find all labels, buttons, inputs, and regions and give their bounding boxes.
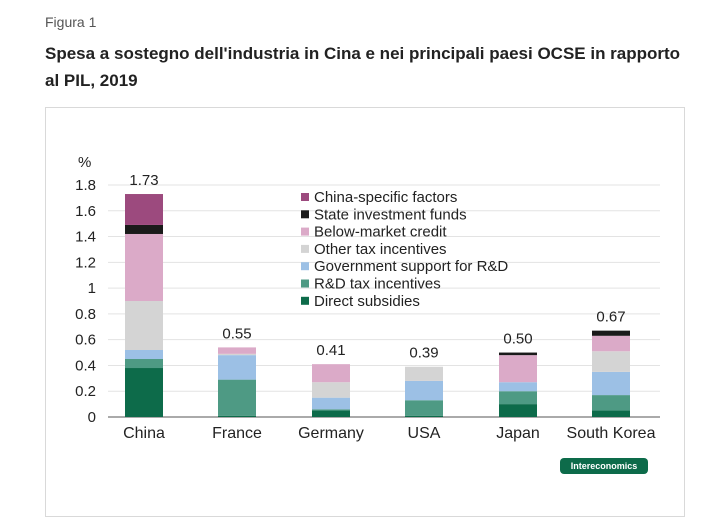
category-label: South Korea (567, 425, 656, 442)
legend-swatch (301, 296, 309, 305)
legend-swatch (301, 193, 309, 201)
category-labels: China France Germany USA Japan South Korea (123, 425, 655, 442)
y-tick-label: 0.6 (75, 332, 96, 349)
y-tick-label: 1.2 (75, 254, 96, 271)
bar-segment (125, 233, 163, 301)
category-label: France (212, 425, 262, 442)
bar-segment (405, 400, 443, 416)
bar-segment (592, 351, 630, 372)
legend-swatch (301, 244, 309, 253)
y-tick-label: 0.2 (75, 383, 96, 400)
bar-segment (218, 379, 256, 416)
bar-segment (125, 224, 163, 234)
grid-lines (108, 184, 660, 418)
legend-swatch (301, 210, 309, 219)
bars (125, 194, 630, 417)
bar-segment (312, 410, 350, 417)
y-axis: 0 0.2 0.4 0.6 0.8 1 1.2 1.4 1.6 1.8% (75, 154, 96, 426)
bar-segment (592, 335, 630, 352)
y-tick-label: 1.8 (75, 177, 96, 194)
legend-label: China-specific factors (314, 189, 457, 206)
legend-label: Below-market credit (314, 224, 447, 241)
y-tick-label: 1 (88, 280, 96, 297)
legend-label: State investment funds (314, 206, 467, 223)
y-unit-label: % (78, 154, 91, 171)
bar-segment (499, 404, 537, 417)
bar-segment (218, 355, 256, 380)
category-label: Germany (298, 425, 364, 442)
bar-segment (218, 347, 256, 354)
bar-segment (312, 364, 350, 383)
bar-segment (592, 371, 630, 396)
y-tick-label: 0 (88, 409, 96, 426)
total-label: 1.73 (129, 172, 158, 189)
bar-segment (218, 353, 256, 356)
bar-segment (125, 301, 163, 350)
y-tick-label: 1.6 (75, 203, 96, 220)
bar-segment (405, 415, 443, 417)
bar-segment (592, 330, 630, 336)
bar-segment (499, 382, 537, 392)
bar-segment (312, 382, 350, 398)
figure-label: Figura 1 (45, 14, 97, 30)
total-labels: 1.73 0.55 0.41 0.39 0.50 0.67 (129, 172, 625, 362)
y-tick-label: 1.4 (75, 229, 96, 246)
bar-segment (125, 368, 163, 417)
total-label: 0.50 (503, 331, 532, 348)
legend-swatch (301, 279, 309, 288)
legend-label: Other tax incentives (314, 241, 447, 258)
bar-segment (499, 352, 537, 356)
total-label: 0.55 (222, 325, 251, 342)
legend-swatch (301, 262, 309, 271)
legend-label: Government support for R&D (314, 258, 508, 275)
bar-segment (125, 194, 163, 225)
legend-label: Direct subsidies (314, 293, 420, 310)
category-label: China (123, 425, 165, 442)
bar-segment (405, 366, 443, 381)
bar-segment (499, 391, 537, 405)
legend-label: R&D tax incentives (314, 276, 441, 293)
bar-segment (312, 397, 350, 410)
chart-frame (45, 107, 685, 517)
total-label: 0.67 (596, 309, 625, 326)
brand-badge: Intereconomics (560, 458, 648, 474)
chart-title: Spesa a sostegno dell'industria in Cina … (45, 44, 681, 90)
category-label: USA (408, 425, 441, 442)
legend-swatch (301, 227, 309, 236)
bar-segment (218, 415, 256, 417)
total-label: 0.41 (316, 342, 345, 359)
bar-segment (592, 395, 630, 411)
total-label: 0.39 (409, 345, 438, 362)
category-label: Japan (496, 425, 540, 442)
y-tick-label: 0.4 (75, 357, 96, 374)
bar-segment (312, 409, 350, 411)
bar-segment (125, 359, 163, 369)
y-tick-label: 0.8 (75, 306, 96, 323)
bar-segment (125, 349, 163, 359)
bar-segment (499, 355, 537, 383)
bar-segment (592, 410, 630, 417)
bar-segment (405, 380, 443, 401)
